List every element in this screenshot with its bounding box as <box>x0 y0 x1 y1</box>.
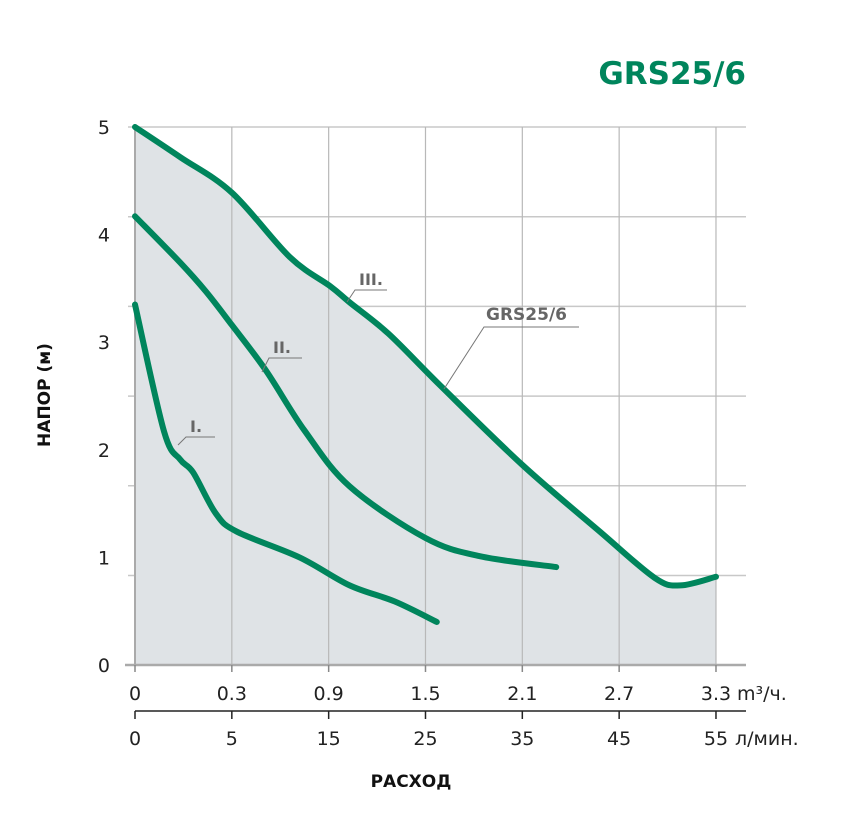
x-axis-label: РАСХОД <box>371 772 452 792</box>
y-tick-label: 5 <box>98 117 110 139</box>
x-tick-label: 2.1 <box>507 683 537 705</box>
curve-label: III. <box>359 270 383 289</box>
x2-tick-label: 5 <box>226 728 238 750</box>
label-leader <box>177 436 215 446</box>
y-tick-label: 4 <box>98 225 110 247</box>
y-tick-label: 3 <box>98 332 110 354</box>
x2-tick-label: 15 <box>317 728 341 750</box>
curve-label: II. <box>273 338 291 357</box>
x2-tick-label: 35 <box>510 728 534 750</box>
curve-iii <box>132 124 719 589</box>
x-tick-label: 0 <box>129 683 141 705</box>
x-tick-label: 3.3 <box>701 683 731 705</box>
chart-title: GRS25/6 <box>598 56 746 92</box>
x2-tick-label: 45 <box>607 728 631 750</box>
label-leader <box>346 289 387 303</box>
x2-unit-label: л/мин. <box>735 728 799 750</box>
y-tick-label: 1 <box>98 547 110 569</box>
x-unit-label: m³/ч. <box>737 683 787 705</box>
envelope-label: GRS25/6 <box>486 305 567 325</box>
x2-tick-label: 55 <box>704 728 728 750</box>
y-axis-label: НАПОР (м) <box>35 343 55 447</box>
curve-label: I. <box>190 417 202 436</box>
envelope-label-leader <box>443 326 579 390</box>
x2-tick-label: 0 <box>129 728 141 750</box>
x-tick-label: 0.3 <box>217 683 247 705</box>
x-tick-label: 1.5 <box>410 683 440 705</box>
x-tick-label: 0.9 <box>314 683 344 705</box>
x-tick-label: 2.7 <box>604 683 634 705</box>
curve-i <box>132 301 440 625</box>
curve-labels: I. II. III. <box>177 270 579 446</box>
y-tick-label: 0 <box>98 655 110 677</box>
label-leader <box>261 357 302 373</box>
curves <box>132 124 719 625</box>
x2-tick-label: 25 <box>413 728 437 750</box>
y-tick-label: 2 <box>98 440 110 462</box>
curve-ii <box>132 213 560 571</box>
